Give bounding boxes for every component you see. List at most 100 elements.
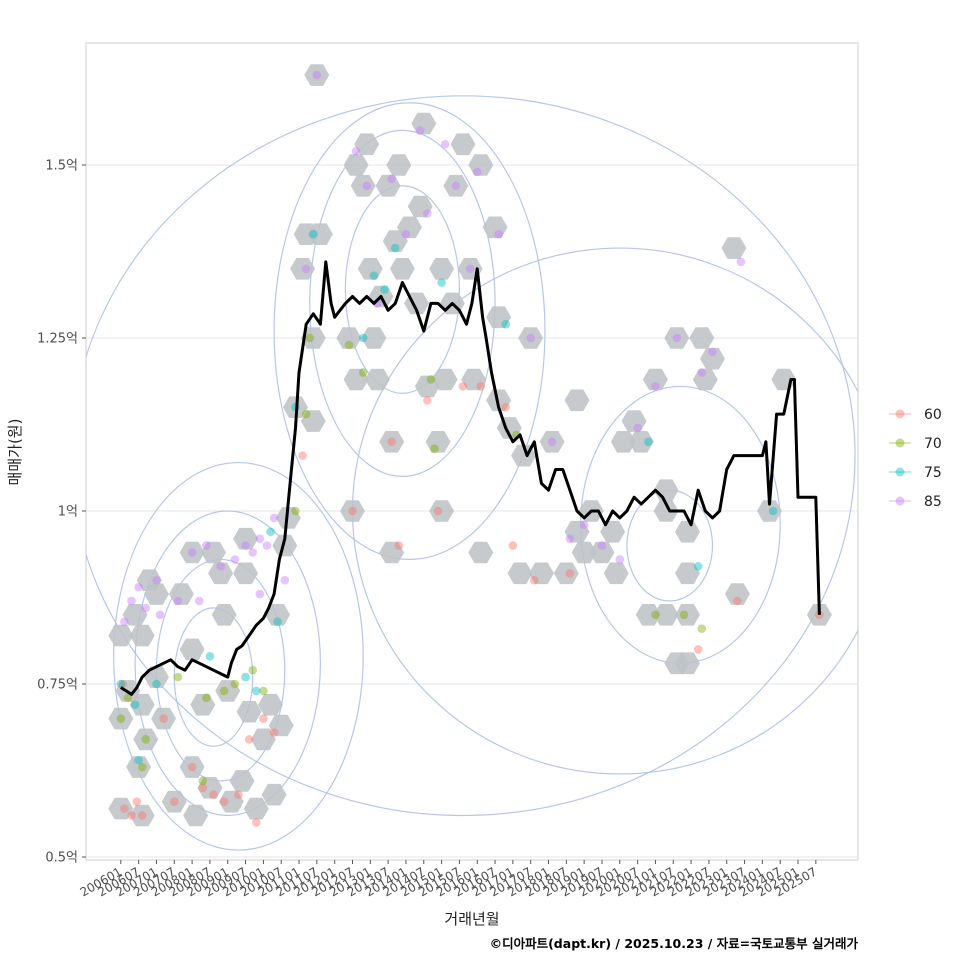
scatter-point bbox=[387, 174, 396, 184]
hexbin bbox=[375, 174, 401, 197]
legend-item: 60 bbox=[889, 407, 942, 423]
hexbin bbox=[689, 327, 715, 349]
scatter-point bbox=[693, 645, 703, 654]
plot-panel bbox=[85, 42, 859, 861]
scatter-point bbox=[708, 347, 717, 357]
scatter-point bbox=[230, 555, 240, 564]
scatter-point bbox=[451, 181, 461, 191]
hexbin bbox=[108, 624, 134, 647]
scatter-point bbox=[501, 402, 511, 412]
scatter-point bbox=[169, 797, 179, 806]
scatter-point bbox=[241, 672, 250, 682]
scatter-point bbox=[251, 686, 261, 696]
hexbin bbox=[126, 756, 152, 778]
hexbin bbox=[190, 693, 216, 716]
hexbin bbox=[564, 520, 590, 543]
hexbin bbox=[290, 258, 316, 280]
scatter-point bbox=[369, 271, 379, 281]
hexbin bbox=[179, 756, 205, 778]
y-tick-label: 1.5억 bbox=[45, 159, 78, 174]
scatter-point bbox=[358, 368, 368, 377]
scatter-point bbox=[127, 811, 136, 820]
trend-line bbox=[120, 260, 821, 696]
hexbin bbox=[300, 327, 326, 349]
legend-key-dot bbox=[895, 409, 905, 419]
hexbin bbox=[571, 541, 597, 564]
scatter-point bbox=[465, 264, 475, 274]
scatter-point bbox=[508, 541, 518, 550]
hexbin bbox=[653, 604, 679, 626]
hexbin bbox=[357, 258, 383, 280]
scatter-point bbox=[219, 797, 229, 806]
hexbin bbox=[122, 604, 148, 626]
scatter-point bbox=[615, 555, 625, 564]
x-axis-title: 거래년월 bbox=[444, 910, 499, 928]
hexbin bbox=[486, 306, 512, 329]
legend-label: 60 bbox=[924, 407, 942, 423]
scatter-point bbox=[251, 818, 261, 827]
hexbin bbox=[229, 770, 255, 792]
scatter-point bbox=[387, 437, 396, 447]
hexbin bbox=[354, 133, 380, 156]
hexbin bbox=[201, 541, 226, 564]
density-contour bbox=[134, 510, 322, 817]
scatter-point bbox=[394, 541, 404, 550]
hexbin bbox=[179, 541, 205, 564]
scatter-point bbox=[476, 382, 486, 391]
hexbin bbox=[183, 804, 209, 827]
scatter-point bbox=[423, 209, 432, 218]
scatter-point bbox=[423, 395, 432, 405]
hexbin bbox=[340, 500, 365, 522]
hexbin bbox=[628, 431, 654, 453]
hexbin bbox=[518, 327, 544, 349]
hexbin bbox=[389, 258, 415, 280]
hexbin bbox=[233, 562, 259, 585]
scatter-point bbox=[262, 541, 272, 550]
scatter-point bbox=[202, 541, 211, 550]
scatter-point bbox=[248, 548, 257, 557]
hexbin bbox=[108, 707, 134, 730]
scatter-point bbox=[132, 797, 142, 806]
hexbin bbox=[653, 500, 679, 522]
scatter-point bbox=[198, 783, 208, 793]
hexbin bbox=[336, 327, 362, 349]
hexbin bbox=[553, 562, 579, 585]
hexbin bbox=[179, 638, 205, 661]
scatter-point bbox=[269, 728, 279, 737]
scatter-point bbox=[597, 541, 607, 550]
scatter-point bbox=[697, 624, 707, 633]
scatter-point bbox=[733, 596, 742, 606]
scatter-point bbox=[116, 679, 126, 689]
hexbin bbox=[307, 223, 333, 245]
hexbin bbox=[507, 562, 533, 585]
scatter-point bbox=[430, 444, 439, 454]
hexbin bbox=[144, 666, 169, 688]
hexbin bbox=[414, 375, 440, 398]
hexbin bbox=[468, 541, 494, 564]
hexbin bbox=[600, 520, 626, 543]
scatter-point bbox=[301, 264, 311, 274]
scatter-point bbox=[390, 243, 400, 253]
scatter-point bbox=[565, 534, 575, 543]
scatter-point bbox=[216, 562, 225, 571]
scatter-point bbox=[141, 603, 151, 613]
hexbin bbox=[364, 368, 390, 391]
scatter-point bbox=[697, 368, 707, 377]
density-contour bbox=[344, 185, 461, 394]
scatter-point bbox=[305, 333, 315, 343]
scatter-point bbox=[187, 548, 197, 557]
hexbin bbox=[386, 154, 412, 176]
scatter-point bbox=[187, 762, 197, 772]
hexbin bbox=[236, 700, 262, 723]
scatter-point bbox=[301, 409, 311, 419]
scatter-point bbox=[269, 513, 279, 523]
hexbin bbox=[407, 195, 433, 218]
y-tick-label: 0.75억 bbox=[37, 678, 78, 693]
scatter-point bbox=[633, 423, 642, 433]
hexbin bbox=[161, 790, 187, 813]
hexbin bbox=[108, 797, 134, 820]
scatter-point bbox=[280, 575, 290, 585]
hexbin bbox=[197, 777, 223, 799]
hexbin bbox=[721, 237, 747, 259]
